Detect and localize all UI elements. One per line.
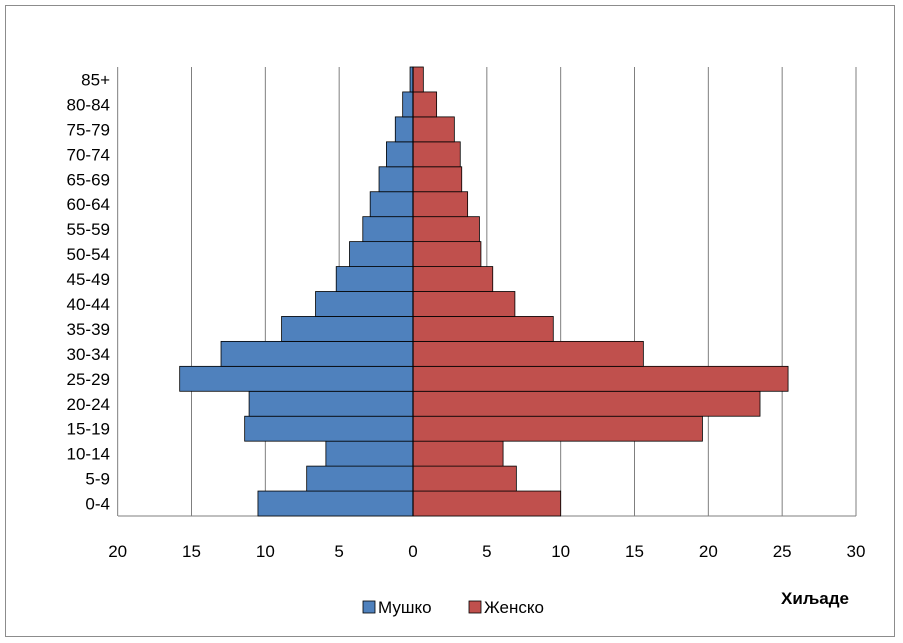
x-axis-labels: 20 15 10 5 0 5 10 15 20 25 30	[108, 542, 865, 561]
bar-male-5-9	[306, 465, 414, 492]
bar-male-75-79	[394, 116, 414, 143]
bar-male-15-19	[244, 415, 414, 442]
y-tick-label: 75-79	[67, 120, 110, 139]
x-tick-label-left: 20	[108, 542, 127, 561]
y-tick-label: 70-74	[67, 145, 110, 164]
legend-label-female: Женско	[484, 598, 544, 617]
bar-female-0-4	[412, 490, 562, 517]
y-tick-label: 50-54	[67, 245, 110, 264]
x-tick-label-right: 10	[551, 542, 570, 561]
bar-male-35-39	[281, 316, 414, 342]
legend-swatch-female	[468, 600, 482, 614]
bar-female-40-44	[412, 291, 516, 317]
legend-swatch-male	[362, 600, 376, 614]
bar-male-60-64	[369, 191, 414, 218]
bars	[179, 66, 789, 517]
x-tick-label-right: 20	[699, 542, 718, 561]
y-tick-label: 80-84	[67, 95, 110, 114]
y-tick-label: 10-14	[67, 445, 110, 464]
y-tick-label: 20-24	[67, 395, 110, 414]
bar-male-25-29	[179, 365, 414, 392]
bar-male-50-54	[349, 241, 414, 267]
y-tick-label: 0-4	[85, 495, 110, 514]
legend: Мушко Женско	[362, 598, 544, 617]
bar-female-35-39	[412, 316, 554, 342]
bar-female-45-49	[412, 266, 494, 292]
y-tick-label: 85+	[81, 70, 110, 89]
bar-male-45-49	[335, 266, 414, 292]
y-tick-label: 45-49	[67, 270, 110, 289]
bar-female-15-19	[412, 415, 703, 442]
x-tick-label-right: 15	[625, 542, 644, 561]
y-tick-label: 40-44	[67, 295, 110, 314]
x-tick-label-left: 15	[182, 542, 201, 561]
x-tick-label-right: 30	[847, 542, 866, 561]
x-tick-label-right: 25	[773, 542, 792, 561]
x-axis-unit-label: Хиљаде	[781, 589, 849, 608]
bar-male-30-34	[220, 340, 414, 367]
x-tick-label-left: 5	[334, 542, 343, 561]
bar-female-10-14	[412, 440, 504, 467]
x-tick-label-left: 10	[256, 542, 275, 561]
y-axis-labels: 0-4 5-9 10-14 15-19 20-24 25-29 30-34 35-39 40-4…	[67, 70, 111, 513]
bar-male-65-69	[378, 166, 414, 193]
y-tick-label: 55-59	[67, 220, 110, 239]
bar-male-80-84	[402, 91, 414, 118]
bar-female-55-59	[412, 216, 480, 243]
bar-female-85+	[412, 66, 424, 93]
y-tick-label: 30-34	[67, 345, 110, 364]
y-tick-label: 35-39	[67, 320, 110, 339]
bar-female-65-69	[412, 166, 463, 193]
bar-female-20-24	[412, 390, 761, 417]
legend-label-male: Мушко	[378, 598, 432, 617]
bar-male-70-74	[386, 141, 414, 168]
bar-female-75-79	[412, 116, 455, 143]
x-tick-label-right: 5	[482, 542, 491, 561]
y-tick-label: 65-69	[67, 170, 110, 189]
bar-male-40-44	[315, 291, 414, 317]
bar-female-5-9	[412, 465, 517, 492]
bar-female-30-34	[412, 340, 644, 367]
x-tick-label-right: 0	[408, 542, 417, 561]
bar-male-55-59	[362, 216, 414, 243]
bar-female-60-64	[412, 191, 469, 218]
bar-male-0-4	[257, 490, 414, 517]
y-tick-label: 5-9	[85, 470, 110, 489]
bar-female-25-29	[412, 365, 789, 392]
bar-female-80-84	[412, 91, 438, 118]
bar-male-20-24	[248, 390, 414, 417]
bar-male-10-14	[325, 440, 414, 467]
bar-female-50-54	[412, 241, 482, 267]
y-tick-label: 15-19	[67, 420, 110, 439]
y-tick-label: 25-29	[67, 370, 110, 389]
bar-female-70-74	[412, 141, 461, 168]
y-tick-label: 60-64	[67, 195, 110, 214]
